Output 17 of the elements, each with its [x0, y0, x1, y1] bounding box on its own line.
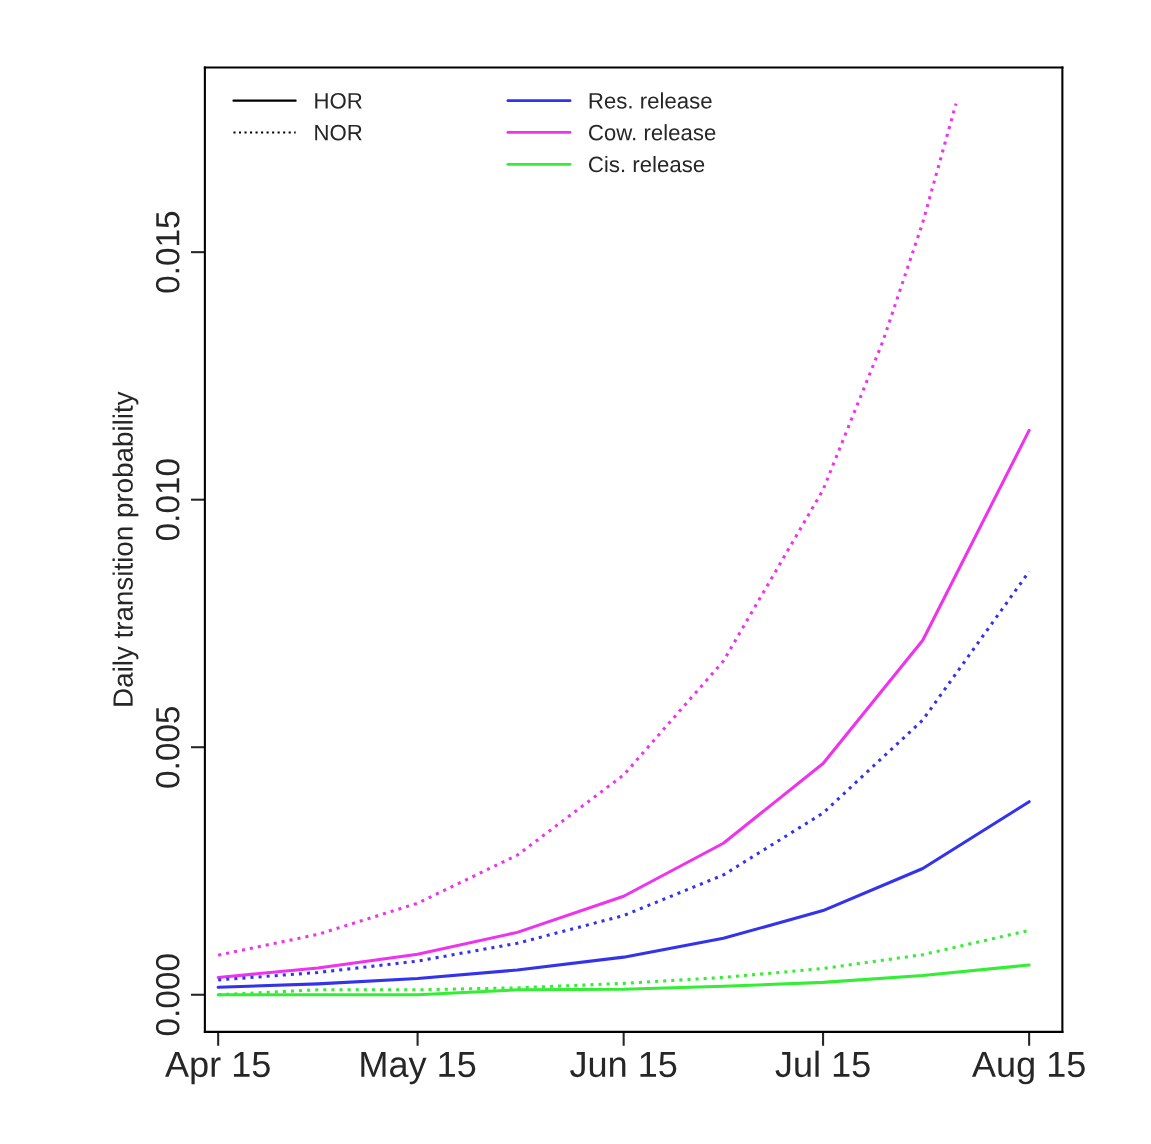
y-tick-label: 0.000	[155, 954, 180, 1036]
y-tick-label: 0.015	[155, 211, 180, 293]
x-tick-label: Aug 15	[971, 1051, 1085, 1085]
annotation: HOR	[315, 92, 362, 109]
y-tick-label: 0.010	[155, 459, 180, 541]
legend-label: Res. release	[589, 92, 712, 109]
y-axis-title: Daily transition probability	[112, 391, 139, 706]
x-tick-label: May 15	[361, 1051, 476, 1085]
line-series	[216, 800, 1031, 989]
y-tick-label: 0.005	[155, 706, 180, 788]
legend-label: Cow. release	[588, 124, 716, 141]
line-series	[216, 428, 1031, 979]
x-tick-label: Apr 15	[165, 1051, 270, 1085]
x-tick-label: Jul 15	[775, 1050, 870, 1078]
x-tick-label: Jun 15	[570, 1051, 677, 1078]
annotation: NOR	[315, 124, 362, 141]
legend-label: Cis. release	[588, 155, 705, 173]
